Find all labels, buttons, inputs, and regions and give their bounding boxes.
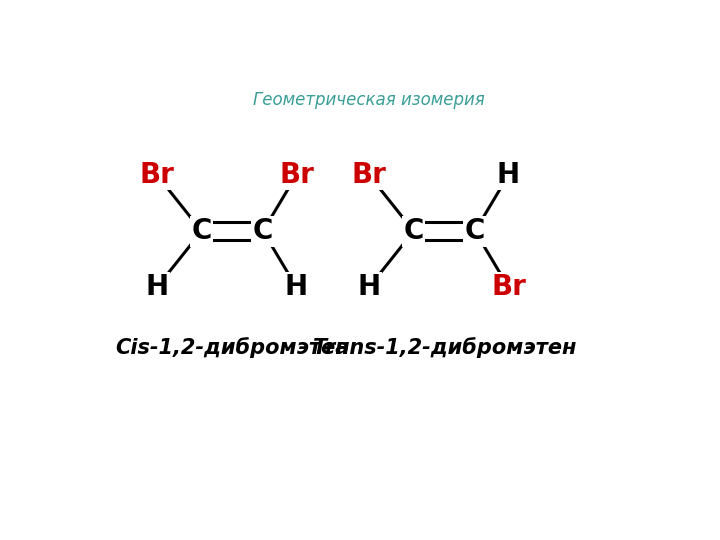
Text: Trans-1,2-дибромэтен: Trans-1,2-дибромэтен xyxy=(312,337,576,358)
Text: C: C xyxy=(403,217,424,245)
Text: H: H xyxy=(357,273,381,301)
Text: Геометрическая изомерия: Геометрическая изомерия xyxy=(253,91,485,109)
Text: H: H xyxy=(285,273,308,301)
Text: Br: Br xyxy=(351,161,387,189)
Text: H: H xyxy=(497,161,520,189)
Text: C: C xyxy=(253,217,273,245)
Text: C: C xyxy=(192,217,212,245)
Text: Br: Br xyxy=(491,273,526,301)
Text: Br: Br xyxy=(140,161,174,189)
Text: Br: Br xyxy=(279,161,314,189)
Text: C: C xyxy=(465,217,485,245)
Text: Cis-1,2-дибромэтен: Cis-1,2-дибромэтен xyxy=(115,337,350,358)
Text: H: H xyxy=(145,273,168,301)
